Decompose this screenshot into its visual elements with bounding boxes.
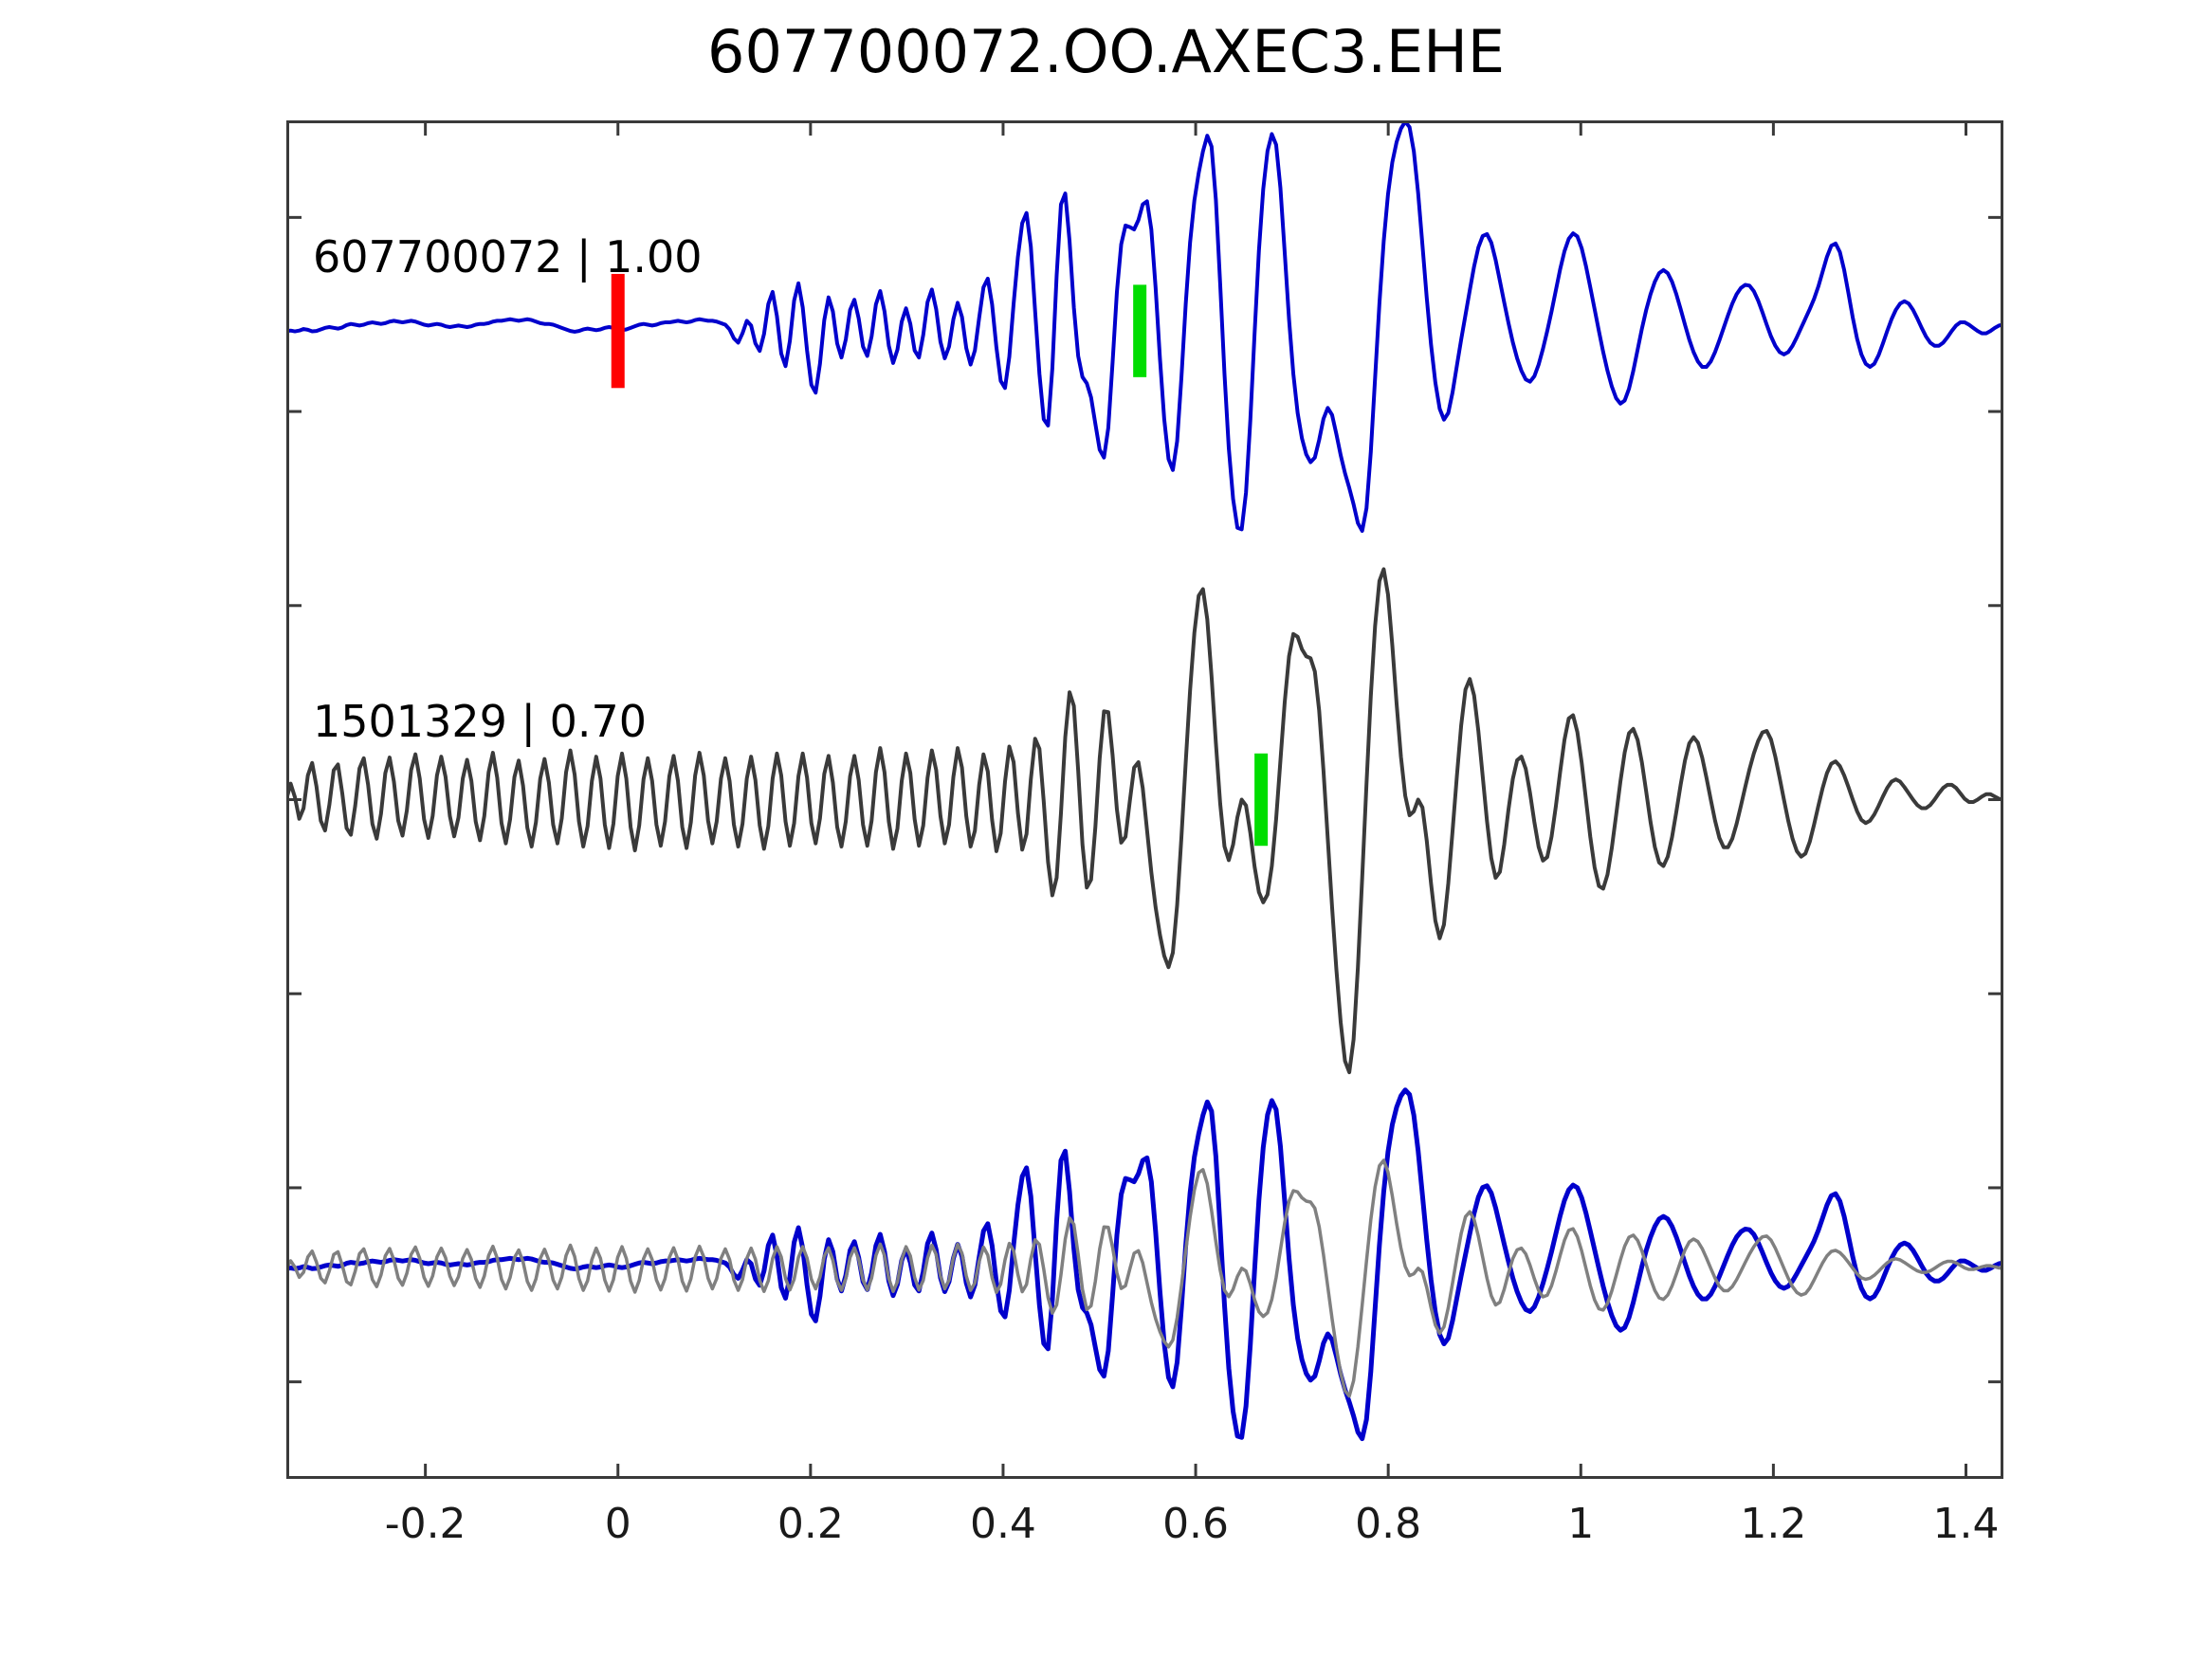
trace-label-detection: 1501329 | 0.70 [313, 695, 648, 747]
plot-frame [286, 120, 2003, 1479]
template-trace-waveform [286, 120, 2003, 534]
template-trace-phase-pick-marker [1133, 284, 1147, 377]
x-axis-tick-label: 0.6 [1162, 1500, 1230, 1548]
x-axis-tick-label: -0.2 [384, 1500, 466, 1548]
x-axis-tick-label: 0 [604, 1500, 631, 1548]
detection-trace-phase-pick-marker [1254, 753, 1269, 847]
x-axis-tick-label: 0.2 [777, 1500, 844, 1548]
detection-overlay-waveform [286, 1158, 2003, 1398]
detection-trace-waveform [286, 567, 2003, 1075]
x-axis-tick-label: 1 [1567, 1500, 1595, 1548]
x-axis-tick-label: 0.4 [969, 1500, 1036, 1548]
plot-canvas [286, 120, 2003, 1479]
x-axis-tick-label: 1.4 [1932, 1500, 2000, 1548]
x-axis-tick-label: 1.2 [1740, 1500, 1807, 1548]
page-title: 607700072.OO.AXEC3.EHE [707, 17, 1505, 86]
trace-label-template: 607700072 | 1.00 [313, 231, 703, 283]
template-trace-origin-pick-marker [611, 273, 625, 389]
x-axis-tick-label: 0.8 [1355, 1500, 1422, 1548]
